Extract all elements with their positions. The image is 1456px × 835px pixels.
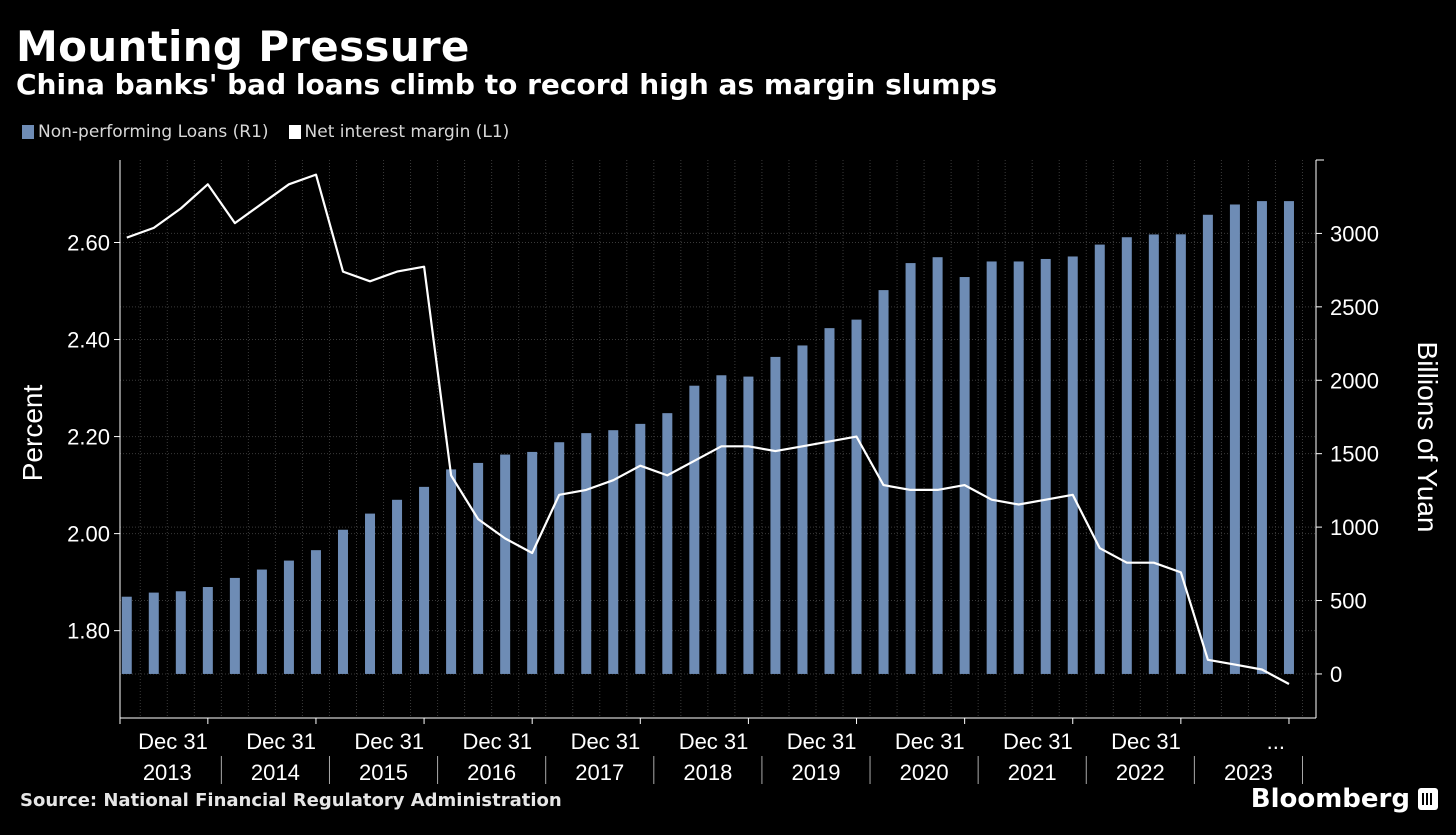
x-year-label: 2018 bbox=[683, 760, 732, 785]
y-tick-label-right: 1500 bbox=[1330, 442, 1379, 467]
bar-npl bbox=[446, 469, 457, 674]
x-year-label: 2014 bbox=[251, 760, 300, 785]
bloomberg-terminal-icon bbox=[1418, 788, 1438, 810]
y-tick-label-left: 2.20 bbox=[67, 425, 110, 450]
bar-npl bbox=[716, 375, 727, 674]
legend-swatch-nim bbox=[288, 125, 301, 139]
line-nim bbox=[126, 173, 1290, 685]
x-tick-label: Dec 31 bbox=[679, 729, 749, 754]
bar-npl bbox=[635, 423, 646, 674]
bar-npl bbox=[392, 499, 403, 674]
legend-item-npl: Non-performing Loans (R1) bbox=[22, 122, 269, 142]
bar-npl bbox=[1013, 261, 1024, 674]
y-tick-label-right: 2500 bbox=[1330, 295, 1379, 320]
brand-name: Bloomberg bbox=[1250, 784, 1410, 814]
bar-npl bbox=[175, 591, 186, 674]
bar-npl bbox=[824, 328, 835, 674]
y-tick-label-right: 500 bbox=[1330, 589, 1367, 614]
y-tick-label-right: 3000 bbox=[1330, 221, 1379, 246]
y-tick-label-right: 0 bbox=[1330, 662, 1342, 687]
y-axis-title-right: Billions of Yuan bbox=[1412, 342, 1443, 533]
y-axis-title-left: Percent bbox=[17, 385, 48, 482]
bar-npl bbox=[689, 385, 700, 674]
x-tick-label: Dec 31 bbox=[246, 729, 316, 754]
x-tick-label: Dec 31 bbox=[1111, 729, 1181, 754]
bar-npl bbox=[419, 486, 430, 674]
source-note: Source: National Financial Regulatory Ad… bbox=[20, 790, 562, 811]
x-tick-label: Dec 31 bbox=[138, 729, 208, 754]
bar-npl bbox=[1202, 214, 1213, 674]
bar-npl bbox=[1121, 237, 1132, 674]
x-year-label: 2017 bbox=[575, 760, 624, 785]
bar-npl bbox=[905, 263, 916, 674]
x-year-label: 2020 bbox=[900, 760, 949, 785]
x-year-label: 2013 bbox=[143, 760, 192, 785]
bar-npl bbox=[121, 596, 132, 674]
bar-npl bbox=[229, 577, 240, 674]
x-tick-label: Dec 31 bbox=[462, 729, 532, 754]
bar-npl bbox=[1175, 234, 1186, 674]
bar-npl bbox=[148, 592, 159, 674]
bar-npl bbox=[1283, 201, 1294, 674]
bar-npl bbox=[986, 261, 997, 674]
y-tick-label-left: 2.00 bbox=[67, 522, 110, 547]
bar-npl bbox=[851, 319, 862, 674]
legend-swatch-npl bbox=[22, 125, 34, 139]
bar-npl bbox=[932, 257, 943, 674]
x-tick-label: ... bbox=[1267, 729, 1285, 754]
legend-item-nim: Net interest margin (L1) bbox=[288, 122, 510, 142]
y-tick-label-left: 2.60 bbox=[67, 230, 110, 255]
legend-label-nim: Net interest margin (L1) bbox=[304, 122, 510, 142]
bar-npl bbox=[256, 569, 267, 674]
bar-npl bbox=[770, 356, 781, 674]
y-tick-label-left: 2.40 bbox=[67, 328, 110, 353]
y-tick-label-right: 1000 bbox=[1330, 515, 1379, 540]
bar-npl bbox=[310, 550, 321, 674]
brand-logo: Bloomberg bbox=[1251, 784, 1438, 814]
x-tick-label: Dec 31 bbox=[895, 729, 965, 754]
bar-npl bbox=[554, 442, 565, 674]
x-year-label: 2015 bbox=[359, 760, 408, 785]
bar-npl bbox=[473, 462, 484, 674]
bar-npl bbox=[1040, 258, 1051, 674]
bar-npl bbox=[202, 587, 213, 674]
y-tick-label-left: 1.80 bbox=[67, 619, 110, 644]
bar-npl bbox=[527, 451, 538, 674]
x-year-label: 2016 bbox=[467, 760, 516, 785]
bar-npl bbox=[1067, 256, 1078, 674]
bar-npl bbox=[797, 345, 808, 674]
chart-subtitle: China banks' bad loans climb to record h… bbox=[16, 68, 998, 101]
bar-npl bbox=[283, 560, 294, 674]
bar-npl bbox=[365, 513, 376, 674]
bar-npl bbox=[581, 433, 592, 674]
x-year-label: 2023 bbox=[1224, 760, 1273, 785]
x-year-label: 2022 bbox=[1116, 760, 1165, 785]
x-year-label: 2019 bbox=[792, 760, 841, 785]
bar-npl bbox=[1256, 201, 1267, 674]
legend: Non-performing Loans (R1) Net interest m… bbox=[22, 122, 509, 142]
bar-npl bbox=[337, 529, 348, 674]
legend-label-npl: Non-performing Loans (R1) bbox=[38, 122, 269, 142]
bar-npl bbox=[1229, 204, 1240, 674]
bar-npl bbox=[1148, 234, 1159, 674]
bar-npl bbox=[1094, 244, 1105, 674]
x-tick-label: Dec 31 bbox=[571, 729, 641, 754]
x-tick-label: Dec 31 bbox=[354, 729, 424, 754]
bar-npl bbox=[662, 413, 673, 674]
bar-npl bbox=[608, 430, 619, 674]
bar-npl bbox=[959, 277, 970, 674]
x-tick-label: Dec 31 bbox=[1003, 729, 1073, 754]
y-tick-label-right: 2000 bbox=[1330, 368, 1379, 393]
x-tick-label: Dec 31 bbox=[787, 729, 857, 754]
bar-npl bbox=[743, 376, 754, 674]
x-year-label: 2021 bbox=[1008, 760, 1057, 785]
chart-title: Mounting Pressure bbox=[16, 22, 470, 71]
bar-npl bbox=[500, 454, 511, 674]
bar-npl bbox=[878, 290, 889, 674]
